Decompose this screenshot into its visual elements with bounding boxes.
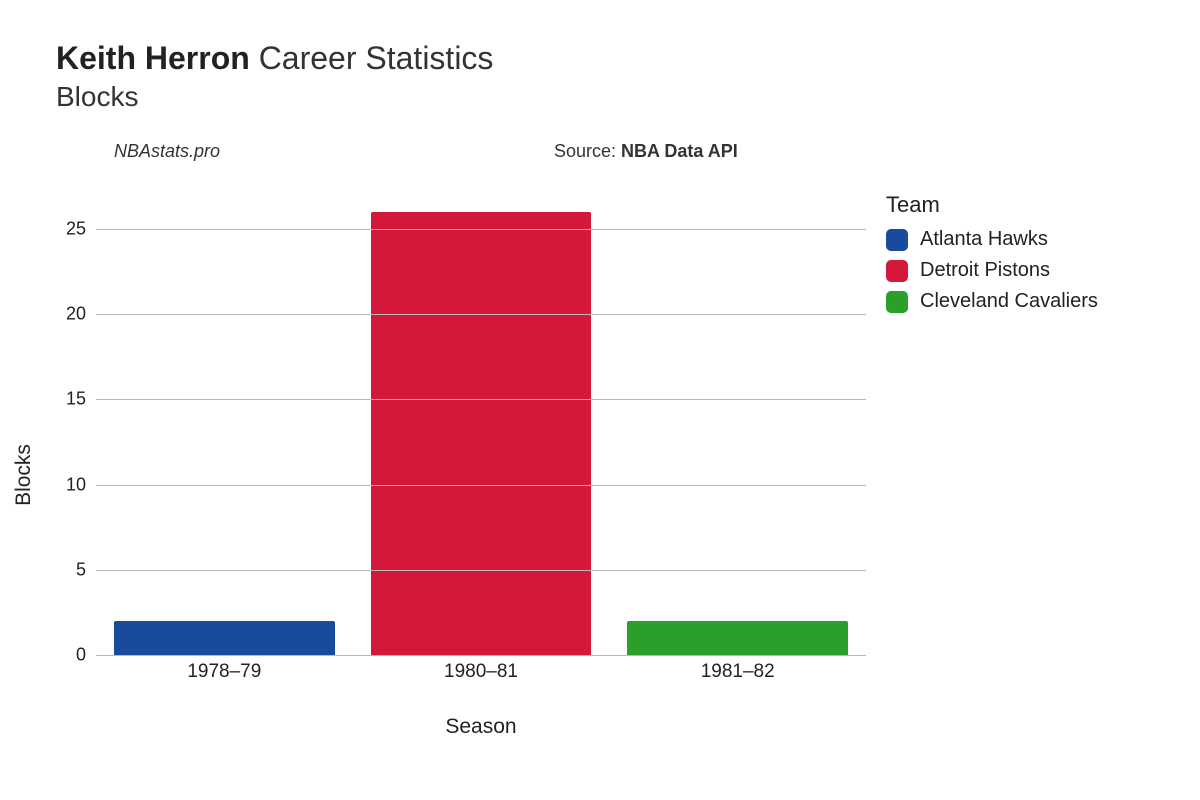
brand-label: NBAstats.pro	[114, 141, 220, 162]
grid-line	[96, 314, 866, 315]
bar-slot: 1980–81	[353, 195, 610, 655]
title-rest: Career Statistics	[250, 40, 494, 76]
legend-swatch	[886, 229, 908, 251]
chart-title: Keith Herron Career Statistics	[56, 40, 1160, 77]
grid-line	[96, 229, 866, 230]
legend-item: Detroit Pistons	[886, 259, 1098, 282]
plot-area: 1978–791980–811981–82 0510152025	[96, 195, 866, 655]
y-tick-label: 0	[54, 645, 86, 666]
bar	[371, 212, 592, 655]
y-tick-label: 5	[54, 559, 86, 580]
grid-line	[96, 570, 866, 571]
title-bold: Keith Herron	[56, 40, 250, 76]
bars-container: 1978–791980–811981–82	[96, 195, 866, 655]
legend-label: Cleveland Cavaliers	[920, 290, 1098, 313]
chart-subtitle: Blocks	[56, 81, 1160, 113]
legend-item: Cleveland Cavaliers	[886, 290, 1098, 313]
legend-swatch	[886, 260, 908, 282]
y-axis-label: Blocks	[12, 444, 36, 506]
x-tick-label: 1981–82	[609, 661, 866, 683]
x-tick-label: 1978–79	[96, 661, 353, 683]
legend-item: Atlanta Hawks	[886, 228, 1098, 251]
y-tick-label: 25	[54, 219, 86, 240]
y-tick-label: 15	[54, 389, 86, 410]
bar	[627, 621, 848, 655]
bar	[114, 621, 335, 655]
y-tick-label: 10	[54, 474, 86, 495]
x-axis-label: Season	[96, 715, 866, 739]
grid-line	[96, 399, 866, 400]
bar-slot: 1978–79	[96, 195, 353, 655]
legend: Team Atlanta Hawks Detroit Pistons Clevela…	[886, 192, 1098, 321]
source-row: NBAstats.pro Source: NBA Data API	[56, 141, 1160, 169]
bar-slot: 1981–82	[609, 195, 866, 655]
source-label: Source: NBA Data API	[554, 141, 738, 162]
legend-label: Detroit Pistons	[920, 259, 1050, 282]
x-tick-label: 1980–81	[353, 661, 610, 683]
legend-label: Atlanta Hawks	[920, 228, 1048, 251]
chart-container: Keith Herron Career Statistics Blocks NB…	[0, 0, 1200, 800]
source-prefix: Source:	[554, 141, 621, 161]
legend-swatch	[886, 291, 908, 313]
legend-title: Team	[886, 192, 1098, 218]
chart-zone: Blocks 1978–791980–811981–82 0510152025 …	[56, 195, 1156, 755]
y-tick-label: 20	[54, 304, 86, 325]
source-name: NBA Data API	[621, 141, 738, 161]
grid-line	[96, 655, 866, 656]
grid-line	[96, 485, 866, 486]
